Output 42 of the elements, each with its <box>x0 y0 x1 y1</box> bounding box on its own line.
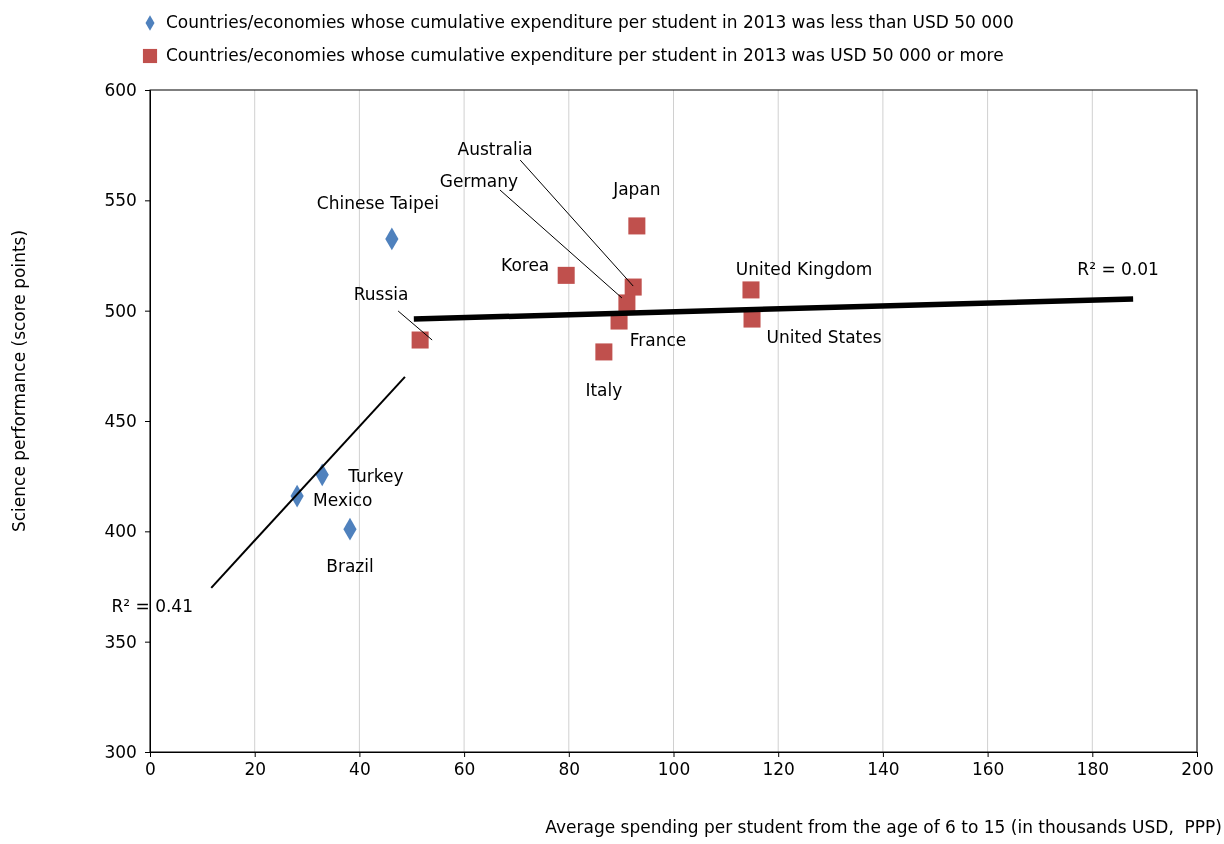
annotation: United Kingdom <box>735 258 873 279</box>
point <box>742 281 760 299</box>
annotation: Germany <box>439 170 518 191</box>
annotation: R² = 0.41 <box>111 595 194 616</box>
y-tick-label: 600 <box>104 79 137 100</box>
x-tick-label: 200 <box>1181 759 1214 780</box>
point <box>411 331 429 349</box>
annotation: Australia <box>457 139 533 160</box>
x-tick-label: 180 <box>1076 759 1110 780</box>
annotation: Brazil <box>326 556 374 577</box>
point <box>557 266 575 284</box>
x-tick-label: 60 <box>453 759 476 780</box>
x-tick-label: 40 <box>349 759 371 780</box>
legend-label: Countries/economies whose cumulative expenditure per student in 2013 was less than USD 50 000 <box>166 12 1014 32</box>
x-tick-label: 80 <box>558 759 581 780</box>
y-tick-label: 350 <box>104 631 137 652</box>
y-tick-label: 550 <box>104 190 137 211</box>
annotation: Korea <box>501 255 550 276</box>
x-axis-title: Average spending per student from the age of 6 to 15 (in thousands USD, PPP) <box>545 817 1222 837</box>
y-tick-label: 450 <box>104 410 137 431</box>
y-tick-label: 400 <box>104 521 137 542</box>
annotation: France <box>629 330 687 351</box>
annotation: Turkey <box>347 465 404 486</box>
annotation: Japan <box>612 178 661 199</box>
annotation: Italy <box>585 379 623 400</box>
point <box>628 217 646 235</box>
x-tick-label: 20 <box>244 759 267 780</box>
legend-label: Countries/economies whose cumulative expenditure per student in 2013 was USD 50 000 or more <box>166 45 1004 65</box>
y-tick-label: 500 <box>104 300 137 321</box>
x-tick-label: 100 <box>657 759 691 780</box>
x-tick-label: 0 <box>145 759 156 780</box>
point <box>595 343 613 361</box>
y-axis-title: Science performance (score points) <box>9 229 29 533</box>
x-tick-label: 120 <box>762 759 795 780</box>
annotation: Chinese Taipei <box>316 192 439 213</box>
annotation: Mexico <box>313 490 373 511</box>
y-tick-label: 300 <box>104 741 137 762</box>
x-tick-label: 160 <box>971 759 1005 780</box>
annotation: R² = 0.01 <box>1077 258 1159 279</box>
x-tick-label: 140 <box>867 759 900 780</box>
annotation: Russia <box>353 284 409 305</box>
annotation: United States <box>766 327 882 348</box>
